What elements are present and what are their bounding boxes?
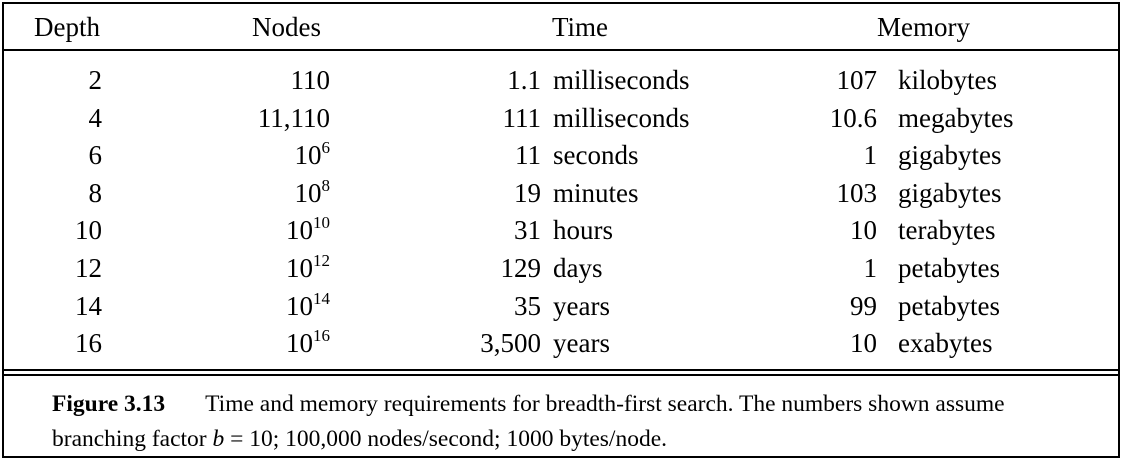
cell-nodes: 108: [294, 176, 331, 208]
cell-time-value: 1.1: [507, 65, 541, 95]
nodes-exponent: 6: [321, 138, 331, 157]
cell-time-value: 111: [502, 103, 542, 133]
cell-memory-value: 1: [863, 253, 878, 283]
nodes-exponent: 12: [313, 251, 330, 270]
cell-memory-unit: petabytes: [898, 291, 1000, 321]
cell-nodes: 106: [294, 138, 331, 170]
cell-nodes: 110: [291, 65, 331, 95]
cell-time-unit: milliseconds: [553, 65, 690, 95]
cell-time-value: 11: [515, 140, 541, 170]
cell-time-unit: years: [553, 328, 610, 358]
cell-memory-unit: gigabytes: [898, 178, 1002, 208]
cell-memory-unit: petabytes: [898, 253, 1000, 283]
cell-nodes: 11,110: [258, 103, 330, 133]
cell-nodes: 1016: [286, 326, 330, 358]
cell-depth: 14: [75, 291, 102, 321]
header-time: Time: [552, 12, 609, 42]
cell-depth: 10: [75, 215, 102, 245]
cell-memory-unit: terabytes: [898, 215, 996, 245]
cell-nodes: 1014: [286, 289, 330, 321]
nodes-base: 10: [286, 291, 313, 321]
cell-memory-value: 107: [836, 65, 878, 95]
cell-time-unit: hours: [553, 215, 613, 245]
cell-memory-value: 99: [850, 291, 877, 321]
nodes-base: 10: [294, 140, 322, 170]
nodes-exponent: 14: [313, 289, 330, 308]
cell-time-value: 3,500: [480, 328, 541, 358]
cell-time-unit: years: [553, 291, 610, 321]
cell-memory-value: 1: [863, 140, 878, 170]
cell-time-value: 31: [514, 215, 541, 245]
cell-depth: 4: [88, 103, 103, 133]
cell-memory-value: 10: [850, 328, 877, 358]
figure-caption: Figure 3.13 Time and memory requirements …: [52, 387, 1082, 457]
cell-memory-unit: exabytes: [898, 328, 993, 358]
cell-memory-value: 10.6: [829, 103, 877, 133]
caption-rule-top: [4, 369, 1118, 371]
caption-text-before: Time and memory requirements for breadth…: [52, 391, 1005, 452]
cell-time-unit: seconds: [553, 140, 639, 170]
nodes-base: 10: [286, 328, 313, 358]
header-depth: Depth: [34, 12, 100, 42]
cell-time-unit: milliseconds: [553, 103, 690, 133]
cell-depth: 8: [88, 178, 103, 208]
cell-memory-unit: gigabytes: [898, 140, 1002, 170]
nodes-base: 10: [286, 215, 313, 245]
nodes-base: 10: [294, 178, 322, 208]
cell-memory-value: 103: [836, 178, 878, 208]
cell-memory-unit: megabytes: [898, 103, 1014, 133]
nodes-exponent: 16: [313, 326, 330, 345]
cell-nodes: 1010: [286, 213, 330, 245]
nodes-exponent: 8: [321, 176, 331, 195]
figure-label: Figure 3.13: [52, 391, 166, 417]
caption-rule-bottom: [4, 374, 1118, 376]
nodes-base: 11,110: [257, 103, 330, 133]
caption-text-after: = 10; 100,000 nodes/second; 1000 bytes/n…: [224, 426, 668, 452]
header-memory: Memory: [877, 12, 970, 42]
nodes-base: 10: [286, 253, 313, 283]
header-nodes: Nodes: [252, 12, 321, 42]
cell-memory-unit: kilobytes: [898, 65, 997, 95]
cell-time-unit: minutes: [553, 178, 639, 208]
caption-variable: b: [212, 426, 225, 452]
cell-depth: 6: [88, 140, 103, 170]
cell-depth: 16: [75, 328, 102, 358]
cell-time-unit: days: [553, 253, 603, 283]
cell-time-value: 129: [500, 253, 542, 283]
cell-depth: 12: [75, 253, 102, 283]
cell-nodes: 1012: [286, 251, 330, 283]
cell-time-value: 19: [514, 178, 541, 208]
nodes-base: 110: [290, 65, 331, 95]
nodes-exponent: 10: [313, 213, 330, 232]
cell-memory-value: 10: [850, 215, 877, 245]
cell-time-value: 35: [514, 291, 541, 321]
cell-depth: 2: [88, 65, 103, 95]
header-rule: [4, 49, 1118, 51]
